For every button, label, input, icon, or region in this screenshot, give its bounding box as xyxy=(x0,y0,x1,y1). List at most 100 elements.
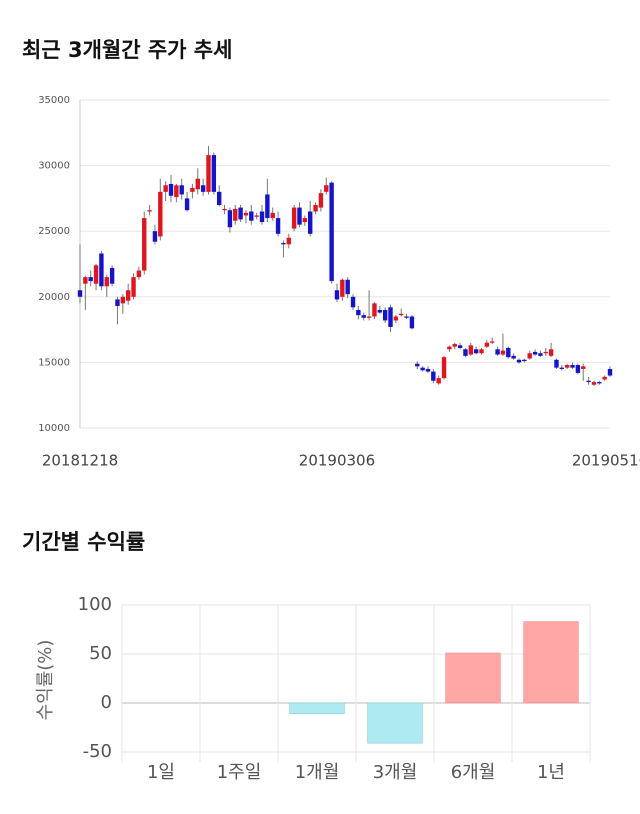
candle-body xyxy=(195,178,200,190)
candle-body xyxy=(168,183,174,196)
candle-body xyxy=(607,368,613,376)
candle-body xyxy=(490,341,495,343)
y-tick-label: 0 xyxy=(101,692,112,713)
candle-body xyxy=(591,382,597,385)
candle-body xyxy=(575,365,581,373)
candle-body xyxy=(559,367,565,369)
candle-body xyxy=(275,218,281,234)
candle-body xyxy=(163,185,168,192)
candle-body xyxy=(291,207,297,229)
candle-body xyxy=(259,211,265,223)
y-tick-label: 25000 xyxy=(38,226,70,237)
candle-body xyxy=(131,277,136,297)
candle-body xyxy=(334,290,340,300)
candle-body xyxy=(77,290,83,297)
candle-body xyxy=(184,198,190,211)
y-tick-label: 30000 xyxy=(38,161,70,172)
candle-body xyxy=(254,215,259,217)
y-tick-label: 35000 xyxy=(38,95,70,106)
candle-body xyxy=(457,345,463,348)
candle-body xyxy=(554,359,559,368)
x-tick-label: 20181218 xyxy=(42,452,118,470)
candle-body xyxy=(222,208,227,211)
candle-body xyxy=(302,218,308,223)
candle-body xyxy=(452,344,457,347)
candle-body xyxy=(286,237,291,245)
candle-body xyxy=(581,366,586,369)
y-tick-label: 100 xyxy=(78,594,112,615)
candle-body xyxy=(597,382,602,384)
y-tick-label: -50 xyxy=(83,741,112,762)
y-tick-label: 15000 xyxy=(38,357,70,368)
candle-body xyxy=(324,185,329,192)
candle-body xyxy=(602,376,607,380)
candle-body xyxy=(473,349,479,354)
candle-body xyxy=(441,357,447,379)
candle-body xyxy=(313,204,318,212)
candle-body xyxy=(340,279,345,297)
candle-body xyxy=(366,316,372,318)
bar xyxy=(445,652,501,704)
candle-body xyxy=(152,231,158,242)
candle-body xyxy=(200,185,206,192)
candle-body xyxy=(125,290,131,301)
candle-body xyxy=(83,277,88,284)
x-tick-label: 6개월 xyxy=(451,762,496,783)
candle-body xyxy=(216,191,222,205)
candle-body xyxy=(142,218,147,271)
candle-body xyxy=(404,316,409,318)
candle-body xyxy=(99,253,104,287)
candle-body xyxy=(361,315,366,318)
candle-body xyxy=(179,185,184,195)
candle-body xyxy=(158,191,163,237)
x-tick-label: 20190516 xyxy=(572,452,640,470)
candle-body xyxy=(372,303,377,317)
candle-body xyxy=(136,270,142,278)
candle-body xyxy=(377,309,382,313)
x-tick-label: 3개월 xyxy=(373,762,418,783)
candle-body xyxy=(382,309,388,321)
candle-body xyxy=(190,187,195,192)
x-tick-label: 1년 xyxy=(537,762,565,783)
candle-body xyxy=(570,365,575,368)
candle-body xyxy=(506,347,511,358)
candle-body xyxy=(479,349,484,354)
candle-body xyxy=(356,309,361,316)
candle-body xyxy=(495,349,500,355)
candle-body xyxy=(586,380,591,383)
candle-body xyxy=(120,296,126,304)
x-tick-label: 1개월 xyxy=(295,762,340,783)
candle-body xyxy=(206,155,211,192)
candle-body xyxy=(318,193,324,208)
x-tick-label: 20190306 xyxy=(299,452,375,470)
candle-body xyxy=(516,359,522,363)
candle-body xyxy=(431,371,436,381)
candle-body xyxy=(345,279,350,295)
candle-body xyxy=(463,349,468,356)
x-tick-label: 1일 xyxy=(147,762,175,783)
candle-body xyxy=(243,212,249,216)
candle-body xyxy=(104,277,109,287)
candle-body xyxy=(425,368,431,372)
candle-body xyxy=(415,363,420,367)
candle-body xyxy=(511,355,516,359)
candle-body xyxy=(543,351,548,354)
candle-body xyxy=(548,349,554,356)
candle-body xyxy=(538,353,543,356)
bar xyxy=(367,702,423,744)
candle-body xyxy=(211,155,217,192)
candle-body xyxy=(93,265,99,284)
candle-body xyxy=(468,345,474,355)
candle-body xyxy=(522,359,527,362)
bar xyxy=(523,621,579,704)
candle-body xyxy=(329,182,334,282)
bar xyxy=(289,702,345,715)
candle-body xyxy=(174,185,179,198)
candle-body xyxy=(393,316,399,321)
chart-title: 최근 3개월간 주가 추세 xyxy=(22,38,232,62)
y-tick-label: 10000 xyxy=(38,423,70,434)
y-tick-label: 50 xyxy=(89,643,112,664)
candle-body xyxy=(420,367,425,371)
candle-body xyxy=(484,342,490,347)
